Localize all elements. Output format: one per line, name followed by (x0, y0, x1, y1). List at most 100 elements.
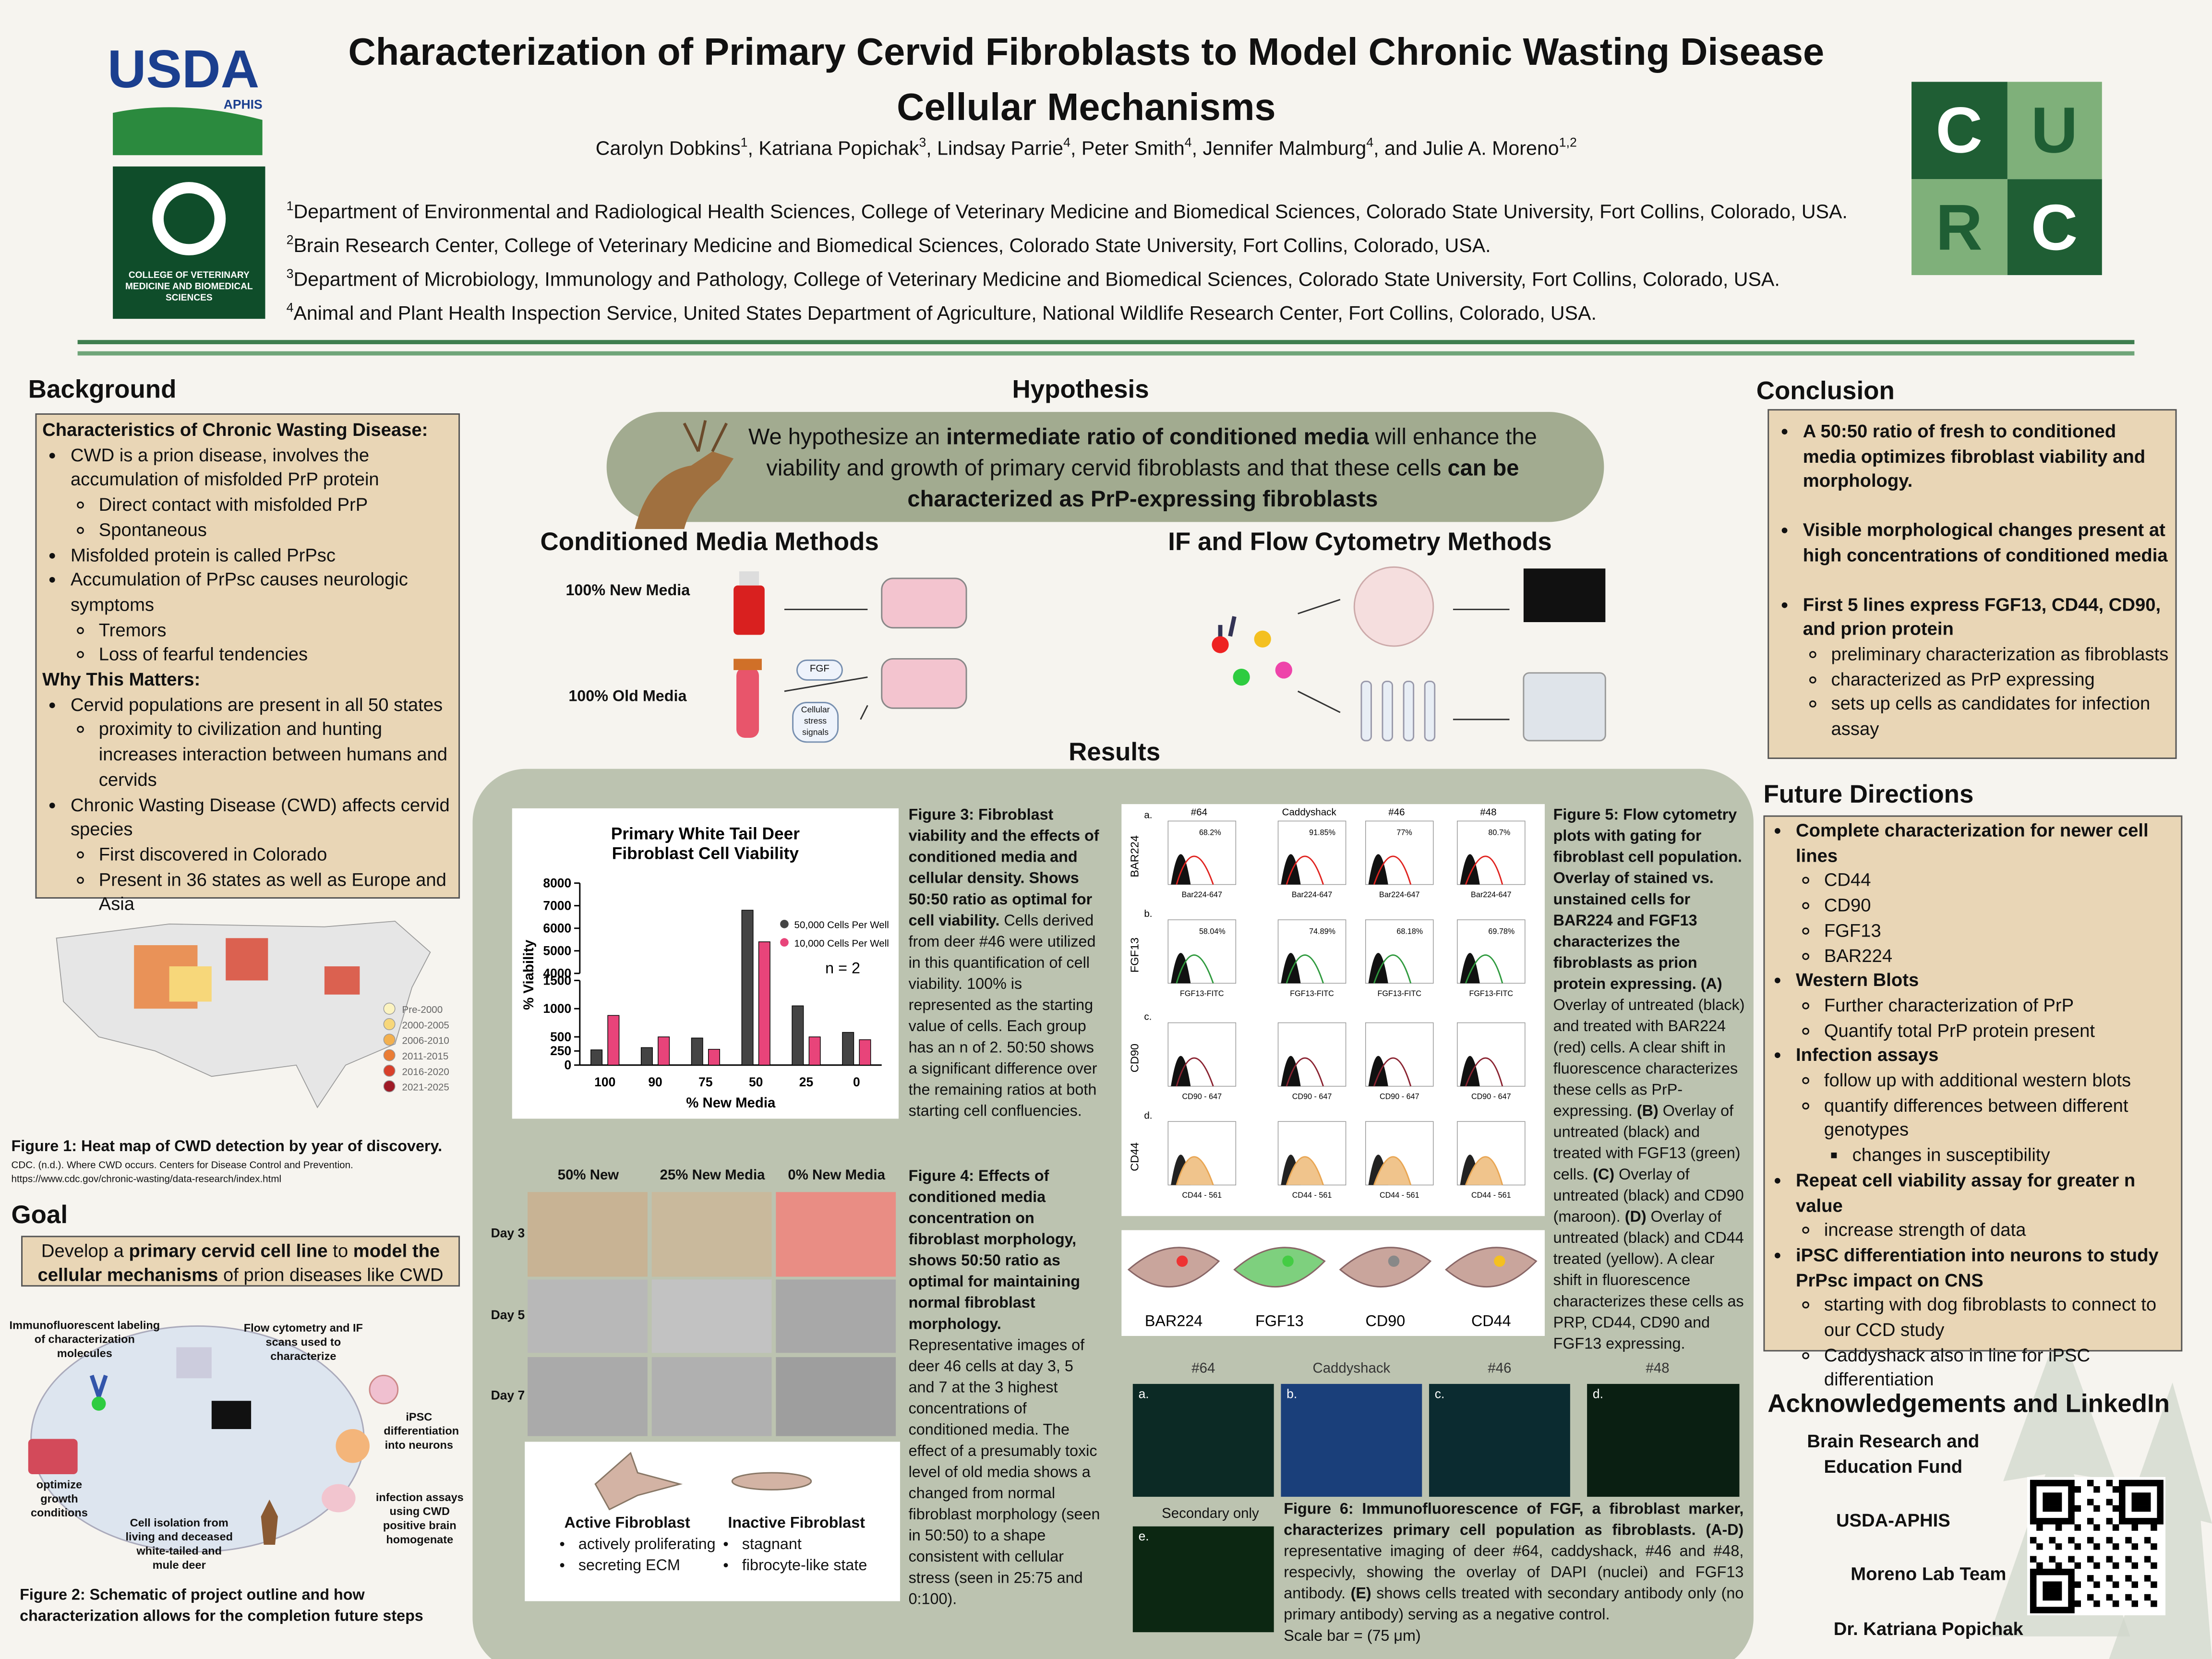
histogram-stained (1465, 855, 1503, 885)
text-run: Overlay of untreated (black) and CD44 tr… (1553, 1209, 1744, 1353)
bullet-item: fibrocyte-like state (742, 1557, 867, 1575)
micrograph (651, 1279, 772, 1353)
gate-percent: 58.04% (1199, 927, 1226, 936)
dish (881, 577, 967, 629)
bullet-item: FGF13 (1824, 919, 1881, 941)
panel-letter: a. (1138, 1386, 1149, 1401)
qr-module (2093, 1524, 2100, 1531)
histogram-stained (1465, 1057, 1503, 1087)
text-run: , Lindsay Parrie (926, 136, 1064, 159)
qr-module (2030, 1575, 2037, 1582)
text-run: We hypothesize an (748, 426, 947, 450)
qr-module (2125, 1575, 2132, 1582)
qr-module (2112, 1581, 2119, 1588)
qr-module (2068, 1518, 2075, 1525)
cytometer-icon (176, 1347, 212, 1379)
text-run: , Peter Smith (1070, 136, 1185, 159)
legend-swatch (383, 1065, 396, 1077)
row-label: FGF13 (1129, 938, 1141, 973)
qr-module (2144, 1479, 2151, 1487)
qr-module (2062, 1479, 2068, 1487)
qr-module (2151, 1524, 2157, 1531)
histogram-unstained (1281, 854, 1301, 885)
qr-module (2049, 1556, 2056, 1563)
if-image (1429, 1383, 1570, 1497)
qr-module (2049, 1568, 2056, 1575)
qr-module (2131, 1518, 2139, 1525)
bullet-item: Further characterization of PrP (1824, 994, 2074, 1016)
qr-module (2036, 1568, 2043, 1575)
column-header: 0% New Media (788, 1168, 885, 1184)
qr-module (2030, 1581, 2037, 1588)
panel-letter: b. (1286, 1386, 1298, 1401)
histogram-unstained (1460, 854, 1480, 885)
bubble (792, 702, 839, 743)
y-tick-label: 7000 (543, 899, 571, 913)
affiliations: 1Department of Environmental and Radiolo… (287, 192, 1881, 327)
qr-module (2151, 1581, 2157, 1588)
title: Characterization of Primary Cervid Fibro… (0, 25, 2173, 135)
text-run: can be characterized as PrP-expressing f… (907, 457, 1519, 512)
qr-module (2106, 1499, 2113, 1505)
plot-frame (1167, 1022, 1237, 1087)
logos-left: USDA APHIS (110, 42, 265, 319)
legend-label: 2016-2020 (402, 1066, 449, 1077)
x-tick-label: 0 (853, 1075, 860, 1089)
figure-caption: Figure 1: Heat map of CWD detection by y… (11, 1138, 443, 1155)
qr-module (2087, 1479, 2094, 1487)
qr-module (2119, 1518, 2126, 1525)
text-run: Department of Environmental and Radiolog… (293, 200, 1848, 223)
bullet-item: secreting ECM (578, 1557, 680, 1575)
authors: Carolyn Dobkins1, Katriana Popichak3, Li… (0, 135, 2173, 159)
qr-module (2131, 1492, 2139, 1499)
qr-module (2157, 1499, 2164, 1505)
column-header: Caddyshack (1282, 807, 1337, 818)
qr-module (2138, 1492, 2145, 1499)
tube (1382, 680, 1394, 742)
method-label: 100% New Media (565, 582, 690, 600)
qr-module (2068, 1492, 2075, 1499)
plot-frame (1277, 1022, 1346, 1087)
histogram-unstained (1171, 1056, 1191, 1086)
brain-icon (322, 1484, 356, 1513)
qr-module (2068, 1537, 2075, 1544)
qr-module (2093, 1486, 2100, 1493)
figure-caption: Figure 2: Schematic of project outline a… (20, 1587, 423, 1625)
y-tick-label: 250 (550, 1044, 571, 1058)
qr-module (2068, 1600, 2075, 1607)
panel-letter: d. (1592, 1386, 1603, 1401)
schematic-label: Flow cytometry and IF scans used to char… (243, 1322, 363, 1363)
x-axis-label: CD44 - 561 (1380, 1191, 1419, 1200)
qr-module (2068, 1581, 2075, 1588)
qr-module (2157, 1492, 2164, 1499)
text-run: Carolyn Dobkins (595, 136, 741, 159)
monitor-icon (211, 1401, 252, 1429)
text-run: Overlay of untreated (black) and CD90 (m… (1553, 1166, 1744, 1226)
qr-module (2144, 1505, 2151, 1512)
micrograph (651, 1192, 772, 1277)
qr-module (2157, 1479, 2164, 1487)
qr-module (2068, 1479, 2075, 1487)
ram-emblem (163, 193, 215, 244)
text-run: model the cellular mechanisms (37, 1240, 440, 1286)
panel-letter: a. (1144, 809, 1152, 820)
qr-module (2151, 1518, 2157, 1525)
legend-label: 10,000 Cells Per Well (794, 938, 889, 949)
qr-module (2049, 1499, 2056, 1505)
bullet-item: stagnant (742, 1536, 802, 1553)
qr-module (2049, 1594, 2056, 1601)
x-axis-label: FGF13-FITC (1377, 989, 1421, 998)
panel-letter: c. (1144, 1011, 1152, 1022)
qr-module (2144, 1575, 2151, 1582)
chart-annotation: n = 2 (825, 960, 860, 977)
qr-module (2049, 1505, 2056, 1512)
schematic-label: optimize growth conditions (30, 1478, 88, 1520)
figure-caption: Figure 3: Fibroblast viability and the e… (909, 805, 1101, 1123)
bullet-item: Present in 36 states as well as Europe a… (98, 868, 446, 915)
x-tick-label: 50 (749, 1075, 763, 1089)
qr-module (2030, 1479, 2037, 1487)
section-heading: Future Directions (1763, 780, 1974, 808)
text-run: of prion diseases like CWD (218, 1264, 444, 1286)
antibody (1218, 616, 1237, 639)
qr-code[interactable] (2027, 1477, 2166, 1615)
